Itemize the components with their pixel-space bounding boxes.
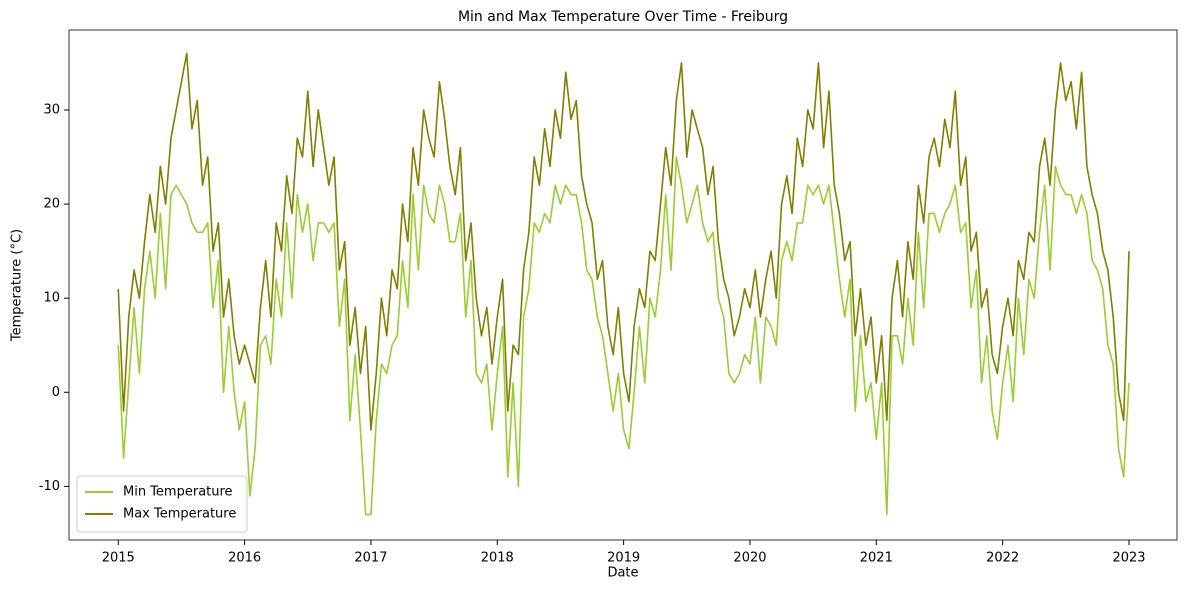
y-tick-label: -10 xyxy=(39,479,60,494)
x-tick-label: 2015 xyxy=(102,551,135,566)
line-series xyxy=(117,52,1130,431)
x-tick-label: 2022 xyxy=(986,551,1019,566)
x-tick-label: 2016 xyxy=(228,551,261,566)
y-tick-label: 10 xyxy=(43,291,60,306)
x-tick-label: 2021 xyxy=(860,551,893,566)
axes-frame xyxy=(68,29,1178,541)
legend: Min Temperature Max Temperature xyxy=(76,475,248,533)
y-tick-label: 0 xyxy=(52,385,60,400)
x-tick-label: 2018 xyxy=(481,551,514,566)
y-tick-label: 30 xyxy=(43,102,60,117)
x-tick-label: 2020 xyxy=(733,551,766,566)
legend-box xyxy=(76,475,248,533)
x-tick-label: 2017 xyxy=(354,551,387,566)
y-axis-label: Temperature (°C) xyxy=(10,229,25,342)
legend-label: Min Temperature xyxy=(123,485,233,500)
y-tick-label: 20 xyxy=(43,197,60,212)
line-series xyxy=(117,156,1130,516)
x-tick-label: 2023 xyxy=(1112,551,1145,566)
x-tick-label: 2019 xyxy=(607,551,640,566)
legend-label: Max Temperature xyxy=(123,507,236,522)
x-axis-label: Date xyxy=(607,566,638,581)
chart-title: Min and Max Temperature Over Time - Frei… xyxy=(458,9,788,25)
